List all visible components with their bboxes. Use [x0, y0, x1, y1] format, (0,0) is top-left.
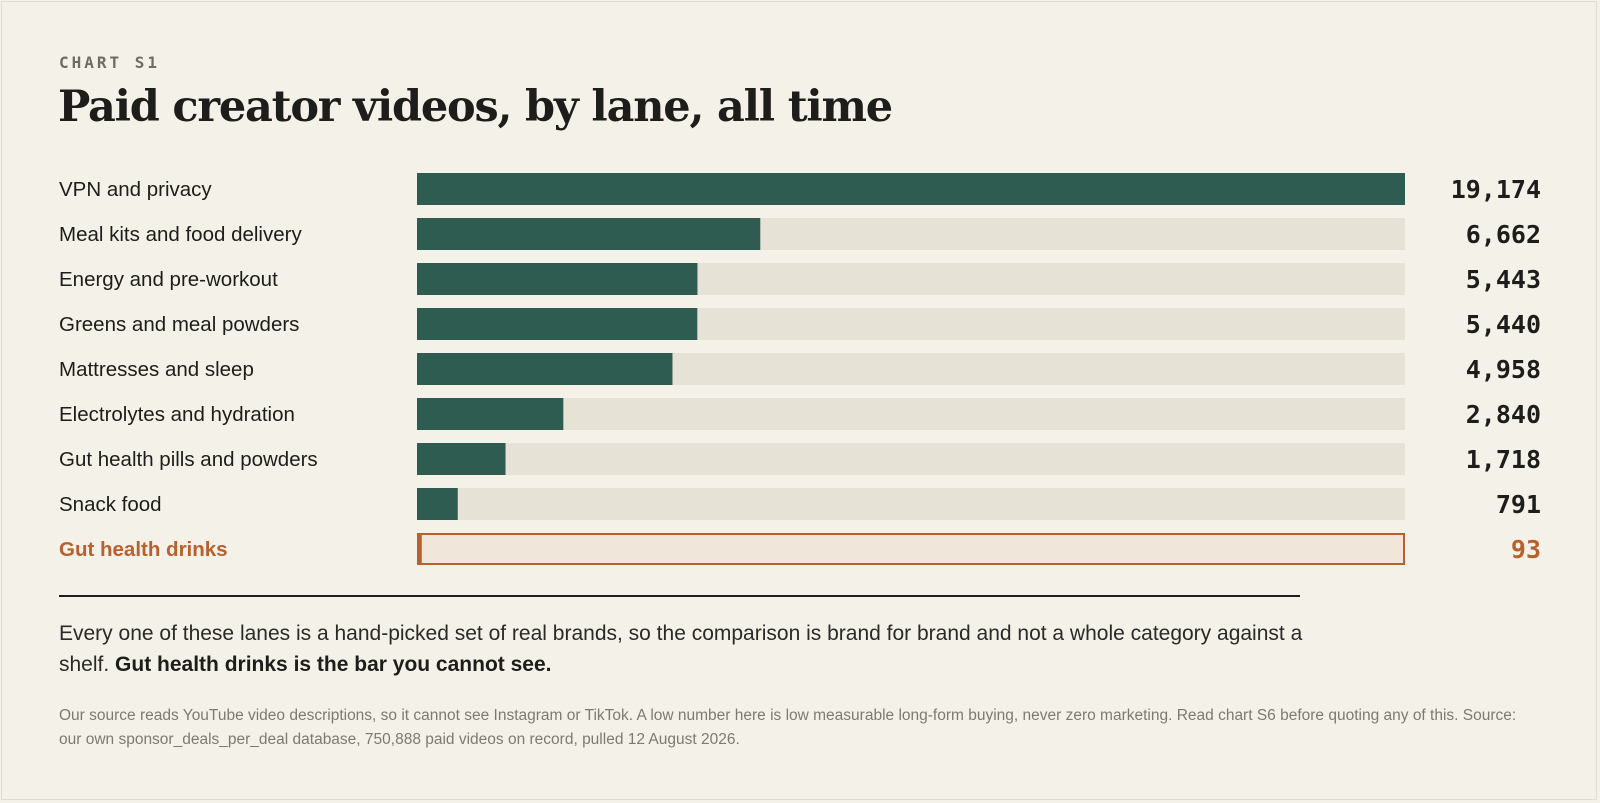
category-label: Energy and pre-workout [59, 268, 278, 291]
value-label: 4,958 [1466, 355, 1541, 384]
source-note: Our source reads YouTube video descripti… [59, 707, 1517, 748]
bar-track [417, 398, 1405, 430]
value-label: 19,174 [1451, 175, 1541, 204]
category-label: Greens and meal powders [59, 313, 299, 336]
category-label: Gut health pills and powders [59, 448, 318, 471]
bar-track [417, 488, 1405, 520]
bar-track [417, 443, 1405, 475]
value-label: 5,440 [1466, 310, 1541, 339]
bar [417, 533, 422, 565]
chart-note: Every one of these lanes is a hand-picke… [59, 618, 1349, 680]
category-label: Electrolytes and hydration [59, 403, 295, 426]
bar-chart: VPN and privacy 19,174 Meal kits and food … [59, 173, 1541, 565]
value-label: 2,840 [1466, 400, 1541, 429]
bar-track [417, 533, 1405, 565]
divider [59, 595, 1300, 597]
bar [417, 353, 673, 385]
note-emphasis: Gut health drinks is the bar you cannot … [115, 653, 552, 676]
chart-title: Paid creator videos, by lane, all time [58, 82, 893, 132]
category-label: VPN and privacy [59, 178, 212, 201]
value-label: 791 [1496, 490, 1541, 519]
value-label: 5,443 [1466, 265, 1541, 294]
category-label: Mattresses and sleep [59, 358, 254, 381]
value-label: 93 [1511, 535, 1541, 564]
value-label: 1,718 [1466, 445, 1541, 474]
category-label: Gut health drinks [59, 538, 228, 561]
chart-kicker: CHART S1 [59, 53, 161, 72]
value-label: 6,662 [1466, 220, 1541, 249]
bar [417, 398, 564, 430]
bar [417, 263, 698, 295]
bar [417, 308, 698, 340]
bar [417, 443, 506, 475]
category-label: Meal kits and food delivery [59, 223, 302, 246]
category-label: Snack food [59, 493, 162, 516]
note-text: Every one of these lanes is a hand-picke… [59, 622, 1303, 676]
bar [417, 173, 1405, 205]
bar [417, 218, 761, 250]
bar [417, 488, 458, 520]
